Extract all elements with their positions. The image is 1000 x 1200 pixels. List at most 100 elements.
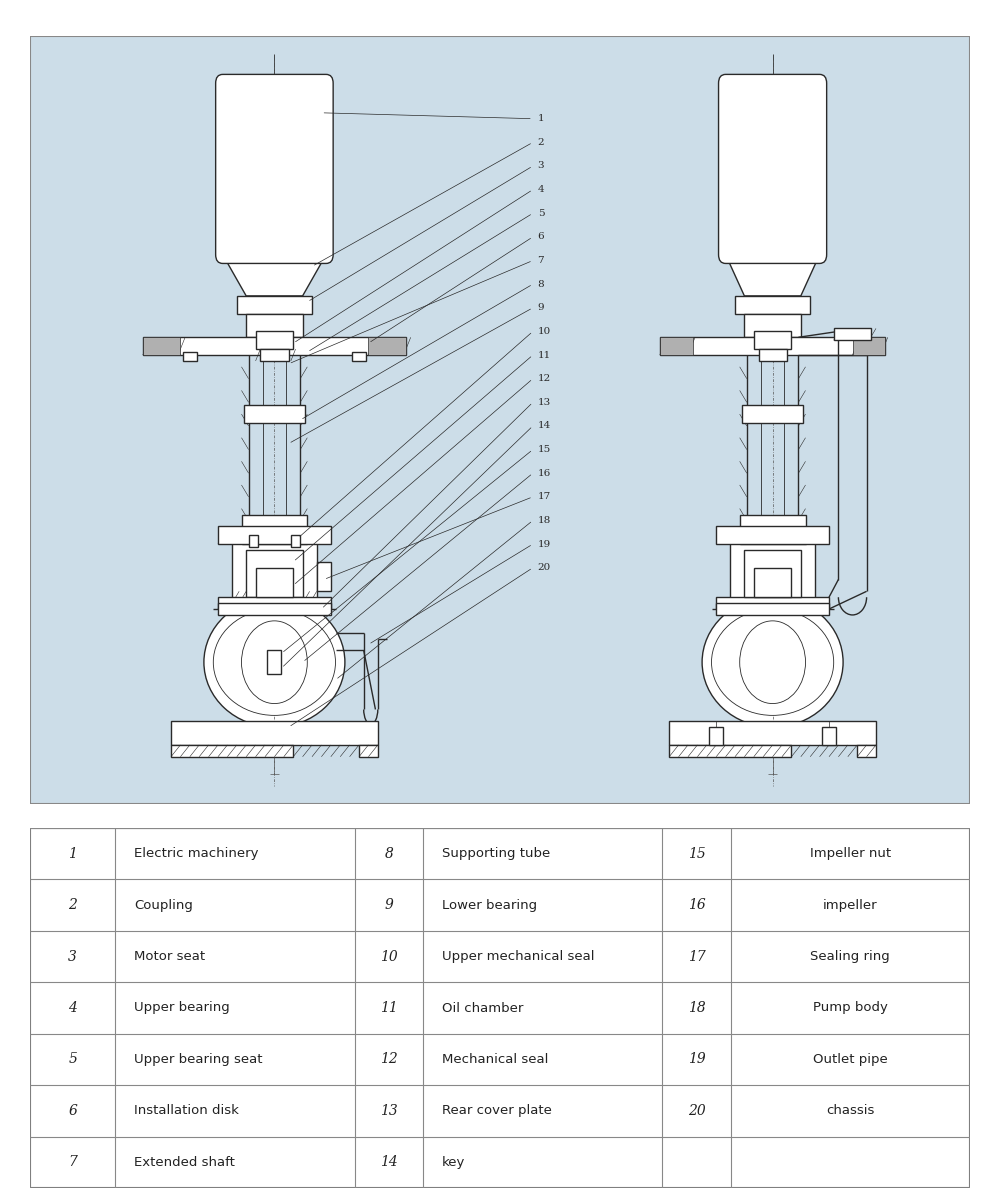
Bar bbox=[246, 550, 303, 598]
Bar bbox=[30, 828, 970, 880]
Bar bbox=[256, 331, 293, 349]
Bar bbox=[744, 313, 801, 337]
Bar bbox=[735, 296, 810, 313]
Text: 10: 10 bbox=[538, 326, 551, 336]
Text: chassis: chassis bbox=[826, 1104, 875, 1117]
Bar bbox=[256, 568, 293, 598]
Bar bbox=[852, 337, 885, 355]
Bar bbox=[218, 527, 331, 544]
Text: 1: 1 bbox=[68, 847, 77, 860]
Text: key: key bbox=[442, 1156, 465, 1169]
Text: 1: 1 bbox=[538, 114, 544, 124]
Bar bbox=[30, 1033, 970, 1085]
Text: Rear cover plate: Rear cover plate bbox=[442, 1104, 552, 1117]
Text: 7: 7 bbox=[68, 1156, 77, 1169]
Text: 6: 6 bbox=[68, 1104, 77, 1118]
Text: 4: 4 bbox=[68, 1001, 77, 1015]
Text: 17: 17 bbox=[688, 949, 705, 964]
Text: 6: 6 bbox=[538, 233, 544, 241]
FancyBboxPatch shape bbox=[719, 74, 827, 264]
Bar bbox=[244, 406, 305, 422]
Bar bbox=[143, 337, 406, 355]
Text: 16: 16 bbox=[688, 898, 705, 912]
Text: Upper mechanical seal: Upper mechanical seal bbox=[442, 950, 594, 964]
Bar bbox=[744, 550, 801, 598]
Circle shape bbox=[241, 620, 307, 703]
Bar bbox=[709, 727, 723, 745]
Ellipse shape bbox=[702, 598, 843, 727]
Bar bbox=[30, 983, 970, 1033]
Bar bbox=[237, 296, 312, 313]
Bar bbox=[857, 745, 876, 757]
Text: 9: 9 bbox=[384, 898, 393, 912]
Bar bbox=[660, 337, 693, 355]
Text: 8: 8 bbox=[384, 847, 393, 860]
Text: Sealing ring: Sealing ring bbox=[810, 950, 890, 964]
Text: 16: 16 bbox=[538, 469, 551, 478]
Bar bbox=[822, 727, 836, 745]
Text: 8: 8 bbox=[538, 280, 544, 289]
Bar bbox=[730, 533, 815, 604]
Text: impeller: impeller bbox=[823, 899, 878, 912]
Text: 13: 13 bbox=[538, 397, 551, 407]
Text: Motor seat: Motor seat bbox=[134, 950, 205, 964]
FancyBboxPatch shape bbox=[216, 74, 333, 264]
Bar bbox=[742, 406, 803, 422]
Bar bbox=[291, 535, 300, 547]
Text: 11: 11 bbox=[380, 1001, 398, 1015]
Bar bbox=[171, 745, 293, 757]
Text: 10: 10 bbox=[380, 949, 398, 964]
Ellipse shape bbox=[204, 598, 345, 727]
Text: Pump body: Pump body bbox=[813, 1002, 888, 1014]
Text: 18: 18 bbox=[538, 516, 551, 524]
Bar bbox=[30, 880, 970, 931]
Text: 7: 7 bbox=[538, 256, 544, 265]
Polygon shape bbox=[223, 254, 326, 296]
Text: 9: 9 bbox=[538, 304, 544, 312]
Text: 3: 3 bbox=[68, 949, 77, 964]
Bar bbox=[669, 745, 791, 757]
Bar bbox=[352, 352, 366, 361]
Text: Supporting tube: Supporting tube bbox=[442, 847, 550, 860]
Circle shape bbox=[740, 620, 806, 703]
Text: 12: 12 bbox=[538, 374, 551, 383]
Text: 12: 12 bbox=[380, 1052, 398, 1067]
Bar bbox=[30, 1136, 970, 1188]
Bar bbox=[660, 337, 885, 355]
Text: 15: 15 bbox=[538, 445, 551, 454]
Bar bbox=[834, 329, 871, 341]
Text: Outlet pipe: Outlet pipe bbox=[813, 1052, 888, 1066]
Bar bbox=[740, 515, 806, 544]
Bar bbox=[260, 349, 288, 361]
Bar bbox=[716, 604, 829, 614]
Bar bbox=[754, 568, 791, 598]
Text: Lower bearing: Lower bearing bbox=[442, 899, 537, 912]
Text: Installation disk: Installation disk bbox=[134, 1104, 239, 1117]
Bar bbox=[368, 337, 406, 355]
Text: 14: 14 bbox=[380, 1156, 398, 1169]
Bar bbox=[359, 745, 378, 757]
Text: 5: 5 bbox=[68, 1052, 77, 1067]
Bar bbox=[30, 1085, 970, 1136]
Text: Extended shaft: Extended shaft bbox=[134, 1156, 235, 1169]
Text: 19: 19 bbox=[538, 540, 551, 548]
Text: Coupling: Coupling bbox=[134, 899, 193, 912]
Text: 20: 20 bbox=[538, 563, 551, 572]
Text: 2: 2 bbox=[68, 898, 77, 912]
Text: 17: 17 bbox=[538, 492, 551, 502]
Text: Impeller nut: Impeller nut bbox=[810, 847, 891, 860]
Text: Mechanical seal: Mechanical seal bbox=[442, 1052, 548, 1066]
Text: 15: 15 bbox=[688, 847, 705, 860]
Bar bbox=[246, 313, 303, 337]
Text: 19: 19 bbox=[688, 1052, 705, 1067]
Ellipse shape bbox=[712, 610, 834, 715]
Bar bbox=[754, 331, 791, 349]
Bar bbox=[317, 562, 331, 592]
Bar bbox=[183, 352, 197, 361]
Text: Oil chamber: Oil chamber bbox=[442, 1002, 523, 1014]
Bar bbox=[716, 598, 829, 610]
Bar bbox=[759, 349, 787, 361]
Bar bbox=[267, 650, 281, 674]
Bar bbox=[143, 337, 180, 355]
Bar bbox=[218, 598, 331, 610]
